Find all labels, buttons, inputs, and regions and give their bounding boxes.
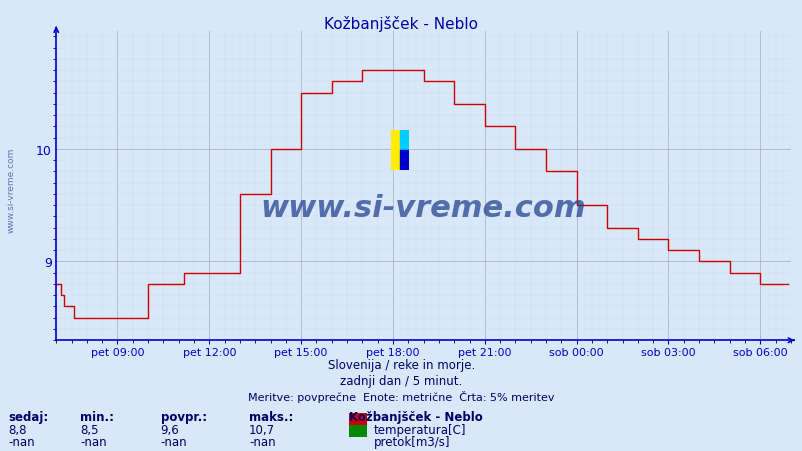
Text: 9,6: 9,6 [160,423,179,436]
Text: Slovenija / reke in morje.: Slovenija / reke in morje. [327,359,475,372]
Text: Meritve: povprečne  Enote: metrične  Črta: 5% meritev: Meritve: povprečne Enote: metrične Črta:… [248,390,554,402]
Text: min.:: min.: [80,410,114,423]
Text: -nan: -nan [8,435,34,448]
Text: -nan: -nan [160,435,187,448]
Text: Kožbanjšček - Neblo: Kožbanjšček - Neblo [349,410,483,423]
Text: 8,5: 8,5 [80,423,99,436]
Text: povpr.:: povpr.: [160,410,206,423]
Text: temperatura[C]: temperatura[C] [373,423,465,436]
Text: 10,7: 10,7 [249,423,275,436]
Text: www.si-vreme.com: www.si-vreme.com [261,193,585,222]
Text: pretok[m3/s]: pretok[m3/s] [373,435,449,448]
Text: -nan: -nan [249,435,275,448]
Text: www.si-vreme.com: www.si-vreme.com [6,147,15,232]
Text: Kožbanjšček - Neblo: Kožbanjšček - Neblo [324,16,478,32]
Text: -nan: -nan [80,435,107,448]
Text: sedaj:: sedaj: [8,410,48,423]
Text: zadnji dan / 5 minut.: zadnji dan / 5 minut. [340,374,462,387]
Text: maks.:: maks.: [249,410,293,423]
Text: 8,8: 8,8 [8,423,26,436]
